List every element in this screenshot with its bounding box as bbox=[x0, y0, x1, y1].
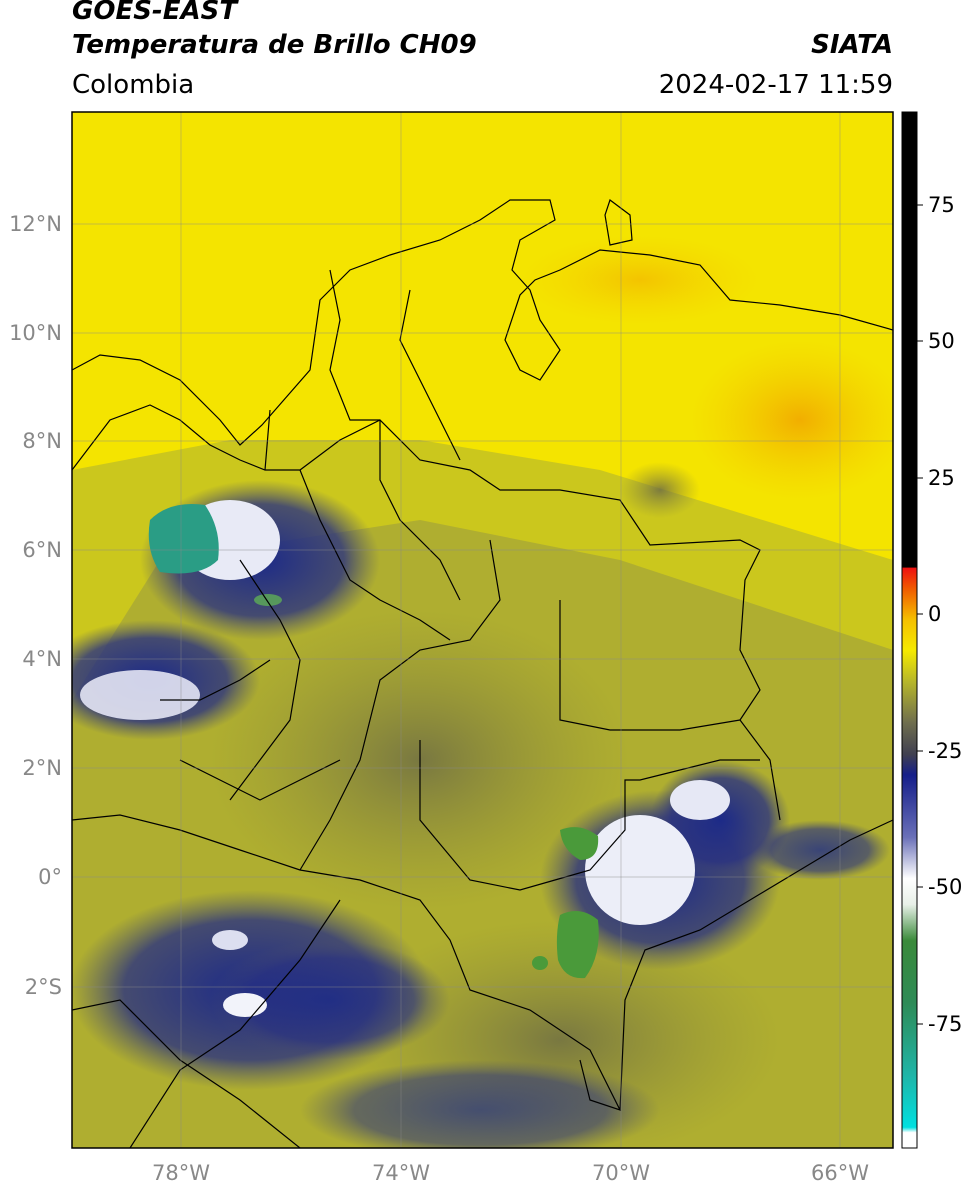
lon-label-66w: 66°W bbox=[811, 1161, 869, 1185]
colorbar-tick-25: 25 bbox=[928, 466, 955, 490]
colorbar-tick-minus-75: -75 bbox=[928, 1012, 962, 1036]
lat-label-10n: 10°N bbox=[9, 321, 62, 345]
lon-label-78w: 78°W bbox=[152, 1161, 210, 1185]
map-frame bbox=[71, 111, 894, 1149]
colorbar-tick-0: 0 bbox=[928, 602, 941, 626]
lat-label-4n: 4°N bbox=[22, 647, 62, 671]
gridlines bbox=[72, 112, 893, 1148]
colorbar-tick-50: 50 bbox=[928, 329, 955, 353]
source-label: SIATA bbox=[811, 30, 893, 60]
colorbar-tick-75: 75 bbox=[928, 193, 955, 217]
lat-label-2n: 2°N bbox=[22, 756, 62, 780]
lon-label-74w: 74°W bbox=[372, 1161, 430, 1185]
colorbar-gradient bbox=[902, 112, 917, 1148]
region-label: Colombia bbox=[72, 70, 195, 100]
lat-label-12n: 12°N bbox=[9, 212, 62, 236]
lat-label-8n: 8°N bbox=[22, 429, 62, 453]
longitude-labels: 78°W 74°W 70°W 66°W bbox=[152, 1161, 869, 1185]
timestamp-label: 2024-02-17 11:59 bbox=[658, 70, 893, 100]
colorbar-tick-minus-50: -50 bbox=[928, 875, 962, 899]
colorbar: 75 50 25 0 -25 -50 -75 bbox=[901, 111, 962, 1149]
title-line-1: GOES-EAST bbox=[72, 0, 238, 26]
lat-label-6n: 6°N bbox=[22, 538, 62, 562]
lon-label-70w: 70°W bbox=[592, 1161, 650, 1185]
brightness-temperature-field bbox=[72, 112, 893, 1148]
colorbar-tick-minus-25: -25 bbox=[928, 739, 962, 763]
lat-label-0: 0° bbox=[38, 865, 62, 889]
latitude-labels: 12°N 10°N 8°N 6°N 4°N 2°N 0° 2°S bbox=[9, 212, 62, 999]
lat-label-2s: 2°S bbox=[25, 975, 62, 999]
title-line-2: Temperatura de Brillo CH09 bbox=[72, 30, 477, 60]
